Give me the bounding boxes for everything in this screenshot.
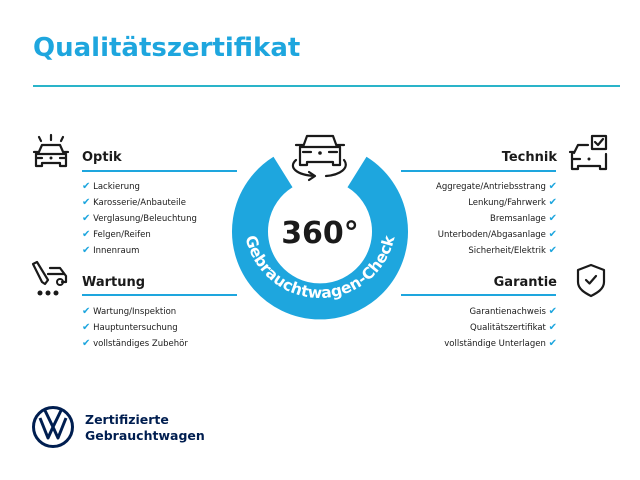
badge-ring bbox=[232, 156, 408, 320]
list-item: vollständige Unterlagen ✔ bbox=[444, 338, 557, 349]
check-icon: ✔ bbox=[548, 213, 557, 224]
section-heading-optik: Optik bbox=[82, 150, 122, 165]
badge-number: 360° bbox=[281, 216, 359, 251]
check-icon: ✔ bbox=[82, 229, 91, 240]
list-item: ✔ Felgen/Reifen bbox=[82, 229, 151, 240]
check-icon: ✔ bbox=[548, 229, 557, 240]
section-heading-wartung: Wartung bbox=[82, 275, 146, 290]
check-icon: ✔ bbox=[548, 306, 557, 317]
list-item: Unterboden/Abgasanlage ✔ bbox=[437, 229, 557, 240]
list-technik: Aggregate/Antriebsstrang ✔ Lenkung/Fahrw… bbox=[436, 179, 557, 259]
list-item: ✔ Hauptuntersuchung bbox=[82, 322, 178, 333]
list-item: Qualitätszertifikat ✔ bbox=[470, 322, 557, 333]
section-divider-garantie bbox=[401, 294, 556, 296]
brand-line-2: Gebrauchtwagen bbox=[85, 428, 205, 443]
section-divider-technik bbox=[401, 170, 556, 172]
list-item: ✔ Wartung/Inspektion bbox=[82, 306, 177, 317]
list-item: Aggregate/Antriebsstrang ✔ bbox=[436, 181, 557, 192]
section-heading-garantie: Garantie bbox=[493, 275, 557, 290]
check-icon: ✔ bbox=[548, 322, 557, 333]
check-icon: ✔ bbox=[82, 306, 91, 317]
check-icon: ✔ bbox=[548, 245, 557, 256]
list-item: Garantienachweis ✔ bbox=[469, 306, 557, 317]
list-wartung: ✔ Wartung/Inspektion ✔ Hauptuntersuchung… bbox=[82, 304, 188, 352]
brand-line-1: Zertifizierte bbox=[85, 412, 169, 427]
section-divider-optik bbox=[82, 170, 237, 172]
list-item: Bremsanlage ✔ bbox=[490, 213, 557, 224]
section-divider-wartung bbox=[82, 294, 237, 296]
vw-logo bbox=[32, 406, 74, 448]
section-heading-technik: Technik bbox=[501, 150, 557, 165]
check-icon: ✔ bbox=[548, 338, 557, 349]
list-item: ✔ Verglasung/Beleuchtung bbox=[82, 213, 197, 224]
check-icon: ✔ bbox=[82, 322, 91, 333]
list-item: Lenkung/Fahrwerk ✔ bbox=[468, 197, 557, 208]
page-title: Qualitätszertifikat bbox=[33, 33, 301, 63]
check-icon: ✔ bbox=[548, 197, 557, 208]
list-item: ✔ Innenraum bbox=[82, 245, 140, 256]
service-car-icon bbox=[31, 260, 68, 296]
brand-text: Zertifizierte Gebrauchtwagen bbox=[85, 412, 205, 444]
check-icon: ✔ bbox=[82, 181, 91, 192]
check-icon: ✔ bbox=[82, 197, 91, 208]
car-lights-icon bbox=[32, 133, 70, 168]
check-icon: ✔ bbox=[82, 338, 91, 349]
car-checkbox-icon bbox=[568, 134, 608, 171]
list-item: ✔ Lackierung bbox=[82, 181, 140, 192]
list-item: Sicherheit/Elektrik ✔ bbox=[468, 245, 557, 256]
list-item: ✔ Karosserie/Anbauteile bbox=[82, 197, 186, 208]
check-icon: ✔ bbox=[82, 213, 91, 224]
title-divider bbox=[33, 85, 620, 87]
check-icon: ✔ bbox=[82, 245, 91, 256]
list-garantie: Garantienachweis ✔ Qualitätszertifikat ✔… bbox=[444, 304, 557, 352]
list-optik: ✔ Lackierung ✔ Karosserie/Anbauteile ✔ V… bbox=[82, 179, 197, 259]
check-icon: ✔ bbox=[548, 181, 557, 192]
shield-check-icon bbox=[576, 263, 606, 298]
car-rotate-icon bbox=[291, 134, 347, 182]
list-item: ✔ vollständiges Zubehör bbox=[82, 338, 188, 349]
